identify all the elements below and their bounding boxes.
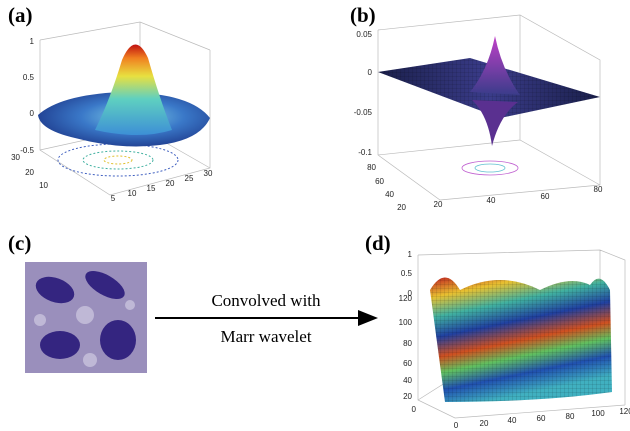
y-tick-label: 80 — [403, 339, 412, 348]
x-tick-label: 25 — [185, 174, 194, 183]
z-tick-label: 1 — [30, 37, 35, 46]
y-tick-label: 120 — [399, 294, 413, 303]
x-tick-label: 20 — [166, 179, 175, 188]
x-tick-label: 60 — [541, 192, 550, 201]
z-tick-label: 0.05 — [356, 30, 372, 39]
y-tick-label: 20 — [403, 392, 412, 401]
y-tick-label: 40 — [403, 376, 412, 385]
y-tick-label: 30 — [11, 153, 20, 162]
arrow-caption: Convolved with — [211, 291, 321, 310]
surface-peak — [95, 44, 172, 135]
contour — [104, 156, 132, 164]
y-tick-label: 20 — [25, 168, 34, 177]
x-tick-label: 30 — [204, 169, 213, 178]
y-tick-label: 60 — [375, 177, 384, 186]
y-tick-label: 10 — [39, 181, 48, 190]
surface-trough — [472, 100, 518, 146]
z-tick-label: -0.05 — [354, 108, 373, 117]
panel-label: (b) — [350, 3, 376, 27]
surface-mesh — [430, 278, 612, 403]
y-tick-label: 0 — [412, 405, 417, 414]
z-tick-label: 1 — [408, 250, 413, 259]
x-tick-label: 0 — [454, 421, 459, 430]
figure: (a)10.50-0.530201051015202530(b)0.050-0.… — [0, 0, 630, 431]
x-tick-label: 80 — [566, 412, 575, 421]
z-tick-label: 0.5 — [401, 269, 413, 278]
y-tick-label: 20 — [397, 203, 406, 212]
contour — [475, 164, 505, 172]
z-tick-label: 0 — [368, 68, 373, 77]
y-tick-label: 80 — [367, 163, 376, 172]
y-tick-label: 100 — [399, 318, 413, 327]
x-tick-label: 60 — [537, 414, 546, 423]
z-tick-label: -0.1 — [358, 148, 372, 157]
z-tick-label: 0 — [30, 109, 35, 118]
x-tick-label: 15 — [147, 184, 156, 193]
x-tick-label: 40 — [508, 416, 517, 425]
contour — [83, 151, 153, 169]
y-tick-label: 60 — [403, 359, 412, 368]
arrow-caption: Marr wavelet — [220, 327, 311, 346]
x-tick-label: 20 — [480, 419, 489, 428]
x-tick-label: 120 — [619, 407, 630, 416]
panel-label: (a) — [8, 3, 33, 27]
z-tick-label: -0.5 — [20, 146, 34, 155]
z-tick-label: 0.5 — [23, 73, 35, 82]
x-tick-label: 5 — [111, 194, 116, 203]
panel-label: (d) — [365, 231, 391, 255]
arrow-head — [358, 310, 378, 326]
contour — [462, 161, 518, 175]
y-tick-label: 40 — [385, 190, 394, 199]
x-tick-label: 10 — [128, 189, 137, 198]
panel-label: (c) — [8, 231, 31, 255]
x-tick-label: 20 — [434, 200, 443, 209]
x-tick-label: 100 — [591, 409, 605, 418]
x-tick-label: 80 — [594, 185, 603, 194]
contour — [58, 144, 178, 176]
x-tick-label: 40 — [487, 196, 496, 205]
